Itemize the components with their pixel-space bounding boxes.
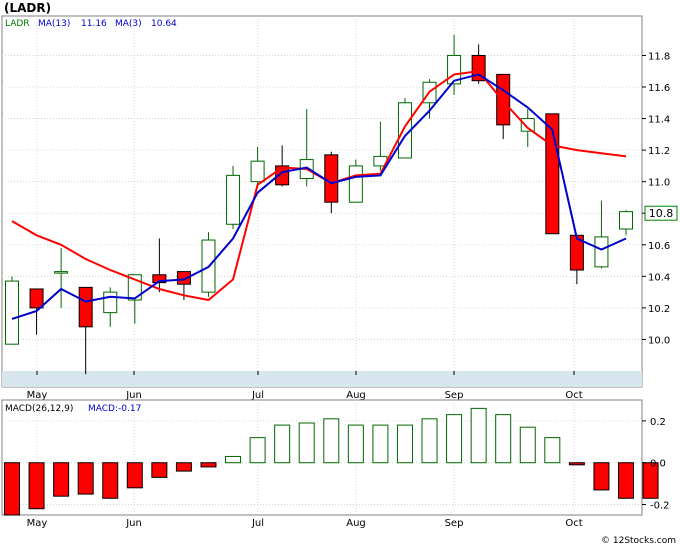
price-x-tick-label: Aug xyxy=(346,390,366,401)
macd-bar xyxy=(226,456,241,462)
macd-bar xyxy=(127,463,142,488)
macd-x-axis: May Jun Jul Aug Sep Oct xyxy=(27,518,583,529)
price-x-tick-label: Sep xyxy=(445,390,464,401)
macd-bar xyxy=(29,463,44,509)
macd-bar xyxy=(619,463,634,499)
price-x-tick-label: Oct xyxy=(565,390,582,401)
macd-bar xyxy=(103,463,118,499)
price-tick-label: 10.6 xyxy=(648,241,670,252)
macd-tick-label: 0.0 xyxy=(650,459,666,470)
legend-ladr: LADR xyxy=(5,19,30,29)
macd-bar xyxy=(545,438,560,463)
macd-x-tick-label: Aug xyxy=(346,518,366,529)
legend-ma3-value: 10.64 xyxy=(151,19,177,29)
price-x-tick-label: Jun xyxy=(125,390,142,401)
price-tick-label: 10.0 xyxy=(648,335,670,346)
candle-body xyxy=(227,175,240,224)
legend-ma13-name: MA(13) xyxy=(38,19,70,29)
chart-title: (LADR) xyxy=(4,1,51,15)
macd-bar xyxy=(569,463,584,465)
macd-bar xyxy=(397,425,412,463)
candle xyxy=(349,160,362,203)
macd-x-tick-label: Oct xyxy=(565,518,582,529)
legend-ma3-name: MA(3) xyxy=(115,19,142,29)
macd-bar xyxy=(471,408,486,462)
macd-x-tick-label: May xyxy=(27,518,48,529)
macd-bar xyxy=(54,463,69,496)
price-x-tick-label: May xyxy=(27,390,48,401)
macd-bar xyxy=(275,425,290,463)
price-date-band xyxy=(2,371,642,387)
candle xyxy=(202,232,215,297)
macd-value-label: MACD:-0.17 xyxy=(88,404,141,414)
price-y-axis: 10.010.210.410.610.811.011.211.411.611.8 xyxy=(642,51,670,346)
macd-bar xyxy=(422,419,437,463)
candle-body xyxy=(325,155,338,202)
candle-body xyxy=(521,119,534,132)
macd-bar xyxy=(324,419,339,463)
price-x-tick-label: Jul xyxy=(251,390,264,401)
candle-body xyxy=(497,74,510,124)
last-price-tag: 10.8 xyxy=(645,206,677,220)
price-tick-label: 11.8 xyxy=(648,51,670,62)
candle-body xyxy=(349,166,362,202)
candle-body xyxy=(79,287,92,326)
candle-body xyxy=(55,272,68,274)
macd-x-tick-label: Jun xyxy=(125,518,142,529)
candle xyxy=(6,276,19,344)
macd-bar xyxy=(447,415,462,463)
legend-ma13-value: 11.16 xyxy=(81,19,107,29)
macd-x-tick-label: Jul xyxy=(251,518,264,529)
copyright: © 12Stocks.com xyxy=(601,536,676,546)
macd-bar xyxy=(78,463,93,494)
macd-tick-label: -0.2 xyxy=(650,501,670,512)
macd-bar xyxy=(152,463,167,478)
macd-bar xyxy=(299,423,314,463)
macd-title: MACD(26,12,9) xyxy=(5,404,73,414)
macd-x-tick-label: Sep xyxy=(445,518,464,529)
candle-body xyxy=(251,161,264,182)
candle-body xyxy=(6,281,19,344)
macd-bar xyxy=(176,463,191,471)
last-price-label: 10.8 xyxy=(649,207,674,220)
price-tick-label: 11.0 xyxy=(648,178,670,189)
candle-body xyxy=(620,212,633,229)
macd-bar xyxy=(520,427,535,463)
macd-bar xyxy=(5,463,20,515)
macd-bar xyxy=(373,425,388,463)
macd-bar xyxy=(201,463,216,467)
macd-bar xyxy=(496,415,511,463)
macd-bar xyxy=(348,425,363,463)
candle xyxy=(227,166,240,229)
price-tick-label: 11.4 xyxy=(648,115,670,126)
price-tick-label: 10.2 xyxy=(648,304,670,315)
candle-body xyxy=(595,237,608,267)
macd-bar xyxy=(594,463,609,490)
candle-body xyxy=(30,289,43,308)
price-tick-label: 11.6 xyxy=(648,83,670,94)
price-tick-label: 10.4 xyxy=(648,272,670,283)
macd-bar xyxy=(250,438,265,463)
price-tick-label: 11.2 xyxy=(648,146,670,157)
macd-tick-label: 0.2 xyxy=(650,417,666,428)
candle-body xyxy=(104,292,117,313)
